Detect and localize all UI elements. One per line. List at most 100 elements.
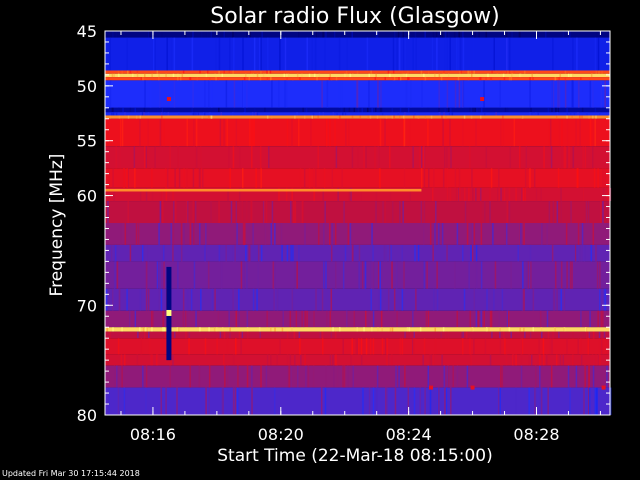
speckle bbox=[385, 338, 387, 355]
speckle bbox=[569, 112, 572, 116]
speckle bbox=[475, 244, 478, 262]
speckle bbox=[555, 115, 558, 119]
speckle bbox=[186, 201, 188, 223]
speckle bbox=[118, 288, 121, 311]
speckle bbox=[335, 354, 337, 366]
speckle bbox=[456, 310, 458, 328]
speckle bbox=[513, 70, 516, 74]
speckle bbox=[519, 73, 521, 78]
speckle bbox=[250, 70, 252, 74]
speckle bbox=[227, 187, 229, 202]
speckle bbox=[389, 327, 392, 332]
speckle bbox=[381, 338, 384, 355]
speckle bbox=[596, 387, 598, 415]
speckle bbox=[546, 354, 548, 366]
speckle bbox=[600, 201, 602, 223]
speckle bbox=[480, 310, 482, 328]
speckle bbox=[505, 223, 508, 245]
speckle bbox=[265, 365, 268, 388]
speckle bbox=[313, 310, 315, 328]
speckle bbox=[304, 310, 306, 328]
speckle bbox=[520, 354, 523, 366]
speckle bbox=[304, 223, 306, 245]
speckle bbox=[379, 261, 381, 289]
speckle bbox=[582, 187, 584, 202]
y-tick-label: 45 bbox=[77, 22, 97, 41]
speckle bbox=[480, 187, 482, 202]
speckle bbox=[191, 112, 194, 116]
speckle bbox=[445, 115, 447, 119]
speckle bbox=[513, 354, 515, 366]
speckle bbox=[121, 118, 124, 147]
speckle bbox=[469, 107, 471, 113]
speckle bbox=[465, 331, 468, 339]
speckle bbox=[419, 387, 422, 415]
speckle bbox=[441, 354, 443, 366]
speckle bbox=[290, 244, 292, 262]
speckle bbox=[539, 354, 541, 366]
speckle bbox=[356, 327, 358, 332]
speckle bbox=[145, 261, 148, 289]
speckle bbox=[322, 338, 324, 355]
speckle bbox=[149, 31, 151, 38]
speckle bbox=[203, 112, 205, 116]
speckle bbox=[189, 223, 192, 245]
speckle bbox=[324, 387, 327, 415]
speckle bbox=[106, 118, 108, 147]
speckle bbox=[493, 37, 496, 71]
speckle bbox=[414, 31, 417, 38]
speckle bbox=[469, 310, 472, 328]
speckle bbox=[553, 288, 556, 311]
speckle bbox=[295, 31, 297, 38]
speckle bbox=[349, 223, 352, 245]
speckle bbox=[220, 112, 223, 116]
x-tick-label: 08:24 bbox=[386, 425, 432, 444]
speckle bbox=[246, 261, 248, 289]
speckle bbox=[120, 223, 122, 245]
speckle bbox=[368, 73, 370, 78]
speckle bbox=[457, 77, 460, 81]
speckle bbox=[485, 146, 488, 169]
speckle bbox=[393, 288, 396, 311]
speckle bbox=[200, 288, 202, 311]
speckle bbox=[332, 112, 335, 116]
speckle bbox=[128, 310, 131, 328]
speckle bbox=[349, 73, 351, 78]
speckle bbox=[321, 80, 323, 108]
speckle bbox=[508, 187, 511, 202]
band-1 bbox=[105, 37, 610, 71]
speckle bbox=[397, 31, 400, 38]
speckle bbox=[299, 338, 301, 355]
speckle bbox=[255, 112, 257, 116]
speckle bbox=[348, 118, 350, 147]
speckle bbox=[515, 387, 517, 415]
speckle bbox=[306, 310, 308, 328]
speckle bbox=[407, 70, 409, 74]
speckle bbox=[547, 387, 549, 415]
speckle bbox=[259, 37, 261, 71]
speckle bbox=[127, 201, 130, 223]
speckle bbox=[589, 118, 592, 147]
speckle bbox=[512, 354, 514, 366]
speckle bbox=[238, 331, 241, 339]
speckle bbox=[228, 310, 230, 328]
speckle bbox=[342, 261, 345, 289]
speckle bbox=[387, 331, 390, 339]
speckle bbox=[506, 310, 509, 328]
speckle bbox=[524, 70, 526, 74]
speckle bbox=[592, 365, 595, 388]
speckle bbox=[142, 365, 144, 388]
speckle bbox=[378, 288, 380, 311]
speckle bbox=[192, 223, 194, 245]
speckle bbox=[299, 77, 301, 81]
speckle bbox=[603, 288, 606, 311]
speckle bbox=[305, 107, 308, 113]
speckle bbox=[524, 187, 526, 202]
speckle bbox=[598, 70, 600, 74]
speckle bbox=[452, 365, 454, 388]
speckle bbox=[153, 37, 155, 71]
speckle bbox=[109, 37, 112, 71]
speckle bbox=[139, 115, 142, 119]
speckle bbox=[308, 73, 311, 78]
speckle bbox=[112, 168, 114, 188]
